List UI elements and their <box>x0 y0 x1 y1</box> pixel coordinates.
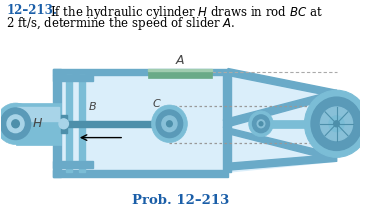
Bar <box>53 75 93 81</box>
Text: $H$: $H$ <box>32 117 43 130</box>
Circle shape <box>162 116 177 132</box>
Bar <box>157 117 165 131</box>
Circle shape <box>320 107 353 141</box>
Polygon shape <box>228 68 337 97</box>
Circle shape <box>0 108 31 140</box>
Polygon shape <box>228 154 337 170</box>
Polygon shape <box>223 90 337 127</box>
Circle shape <box>311 97 362 150</box>
Circle shape <box>59 119 68 129</box>
Bar <box>148 68 212 71</box>
Circle shape <box>304 90 369 157</box>
Text: $A$: $A$ <box>175 54 185 67</box>
Polygon shape <box>56 75 337 172</box>
Circle shape <box>329 116 344 132</box>
Text: $B$: $B$ <box>88 100 97 112</box>
Circle shape <box>259 122 263 126</box>
Circle shape <box>7 115 24 133</box>
Circle shape <box>12 120 19 128</box>
Circle shape <box>252 115 269 133</box>
Bar <box>53 68 228 75</box>
Bar <box>79 75 86 172</box>
Circle shape <box>152 105 187 143</box>
Bar <box>53 161 93 168</box>
Circle shape <box>326 120 334 128</box>
Text: Prob. 12–213: Prob. 12–213 <box>132 194 230 207</box>
Bar <box>223 75 231 172</box>
Bar <box>66 75 72 172</box>
Bar <box>66 121 161 127</box>
Circle shape <box>257 120 265 128</box>
Circle shape <box>334 121 339 127</box>
Circle shape <box>156 110 183 138</box>
Bar <box>53 68 61 177</box>
Circle shape <box>166 121 172 127</box>
Circle shape <box>249 111 273 137</box>
Text: $C$: $C$ <box>152 97 162 109</box>
Bar <box>261 120 332 128</box>
Circle shape <box>0 103 35 144</box>
Bar <box>148 68 212 78</box>
Polygon shape <box>223 127 337 161</box>
Bar <box>17 107 59 121</box>
Text: If the hydraulic cylinder $H$ draws in rod $BC$ at: If the hydraulic cylinder $H$ draws in r… <box>51 4 323 21</box>
Text: 12–213.: 12–213. <box>6 4 57 17</box>
Bar <box>53 170 228 177</box>
Text: 2 ft/s, determine the speed of slider $A$.: 2 ft/s, determine the speed of slider $A… <box>6 15 236 32</box>
Bar <box>16 103 61 144</box>
Bar <box>61 115 66 133</box>
